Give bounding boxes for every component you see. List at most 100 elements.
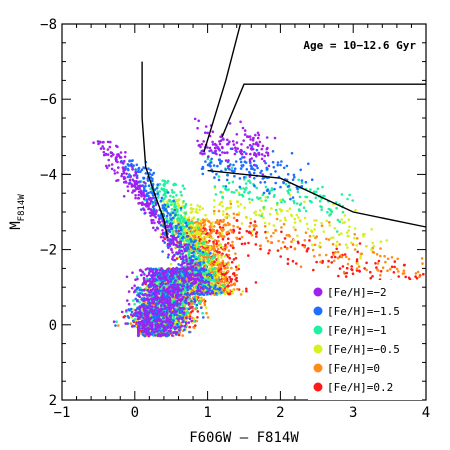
data-point bbox=[182, 200, 185, 203]
data-point bbox=[216, 247, 220, 251]
data-point bbox=[271, 150, 275, 153]
data-point bbox=[169, 279, 173, 282]
data-point bbox=[266, 196, 270, 199]
data-point bbox=[183, 328, 186, 332]
data-point bbox=[236, 287, 239, 291]
data-point bbox=[187, 218, 191, 222]
data-point bbox=[313, 223, 317, 227]
data-point bbox=[163, 182, 167, 185]
data-point bbox=[142, 189, 146, 192]
data-point bbox=[217, 178, 221, 182]
data-point bbox=[235, 279, 239, 283]
data-point bbox=[223, 262, 227, 265]
data-point bbox=[312, 234, 315, 238]
data-point bbox=[379, 270, 383, 273]
data-point bbox=[149, 176, 153, 179]
data-point bbox=[376, 262, 380, 265]
data-point bbox=[227, 167, 230, 170]
data-point bbox=[397, 275, 401, 278]
data-point bbox=[198, 205, 202, 209]
data-point bbox=[158, 215, 161, 219]
data-point bbox=[183, 290, 187, 293]
data-point bbox=[174, 271, 177, 274]
data-point bbox=[227, 164, 231, 168]
data-point bbox=[308, 239, 311, 242]
data-point bbox=[311, 243, 314, 247]
data-point bbox=[151, 173, 154, 177]
data-point bbox=[200, 267, 203, 270]
data-point bbox=[110, 163, 114, 166]
data-point bbox=[341, 265, 345, 268]
data-point bbox=[197, 242, 201, 245]
data-point bbox=[195, 319, 199, 323]
data-point bbox=[214, 193, 218, 196]
data-point bbox=[296, 190, 300, 194]
data-point bbox=[192, 250, 196, 254]
data-point bbox=[222, 185, 225, 188]
data-point bbox=[235, 219, 239, 222]
data-point bbox=[319, 260, 322, 264]
data-point bbox=[230, 166, 234, 170]
data-point bbox=[359, 254, 363, 258]
data-point bbox=[239, 157, 242, 161]
data-point bbox=[218, 203, 221, 206]
data-point bbox=[193, 317, 196, 321]
data-point bbox=[282, 181, 285, 185]
data-point bbox=[124, 165, 127, 169]
data-point bbox=[185, 283, 189, 286]
data-point bbox=[139, 170, 142, 173]
data-point bbox=[277, 239, 280, 243]
data-point bbox=[335, 206, 338, 210]
data-point bbox=[128, 159, 131, 163]
data-point bbox=[168, 200, 171, 203]
data-point bbox=[335, 240, 339, 244]
data-point bbox=[221, 259, 225, 263]
data-point bbox=[120, 174, 123, 178]
data-point bbox=[221, 205, 224, 208]
data-point bbox=[249, 221, 252, 225]
data-point bbox=[196, 220, 199, 224]
data-point bbox=[167, 307, 171, 311]
data-point bbox=[176, 213, 180, 217]
data-point bbox=[303, 239, 307, 242]
data-point bbox=[230, 278, 234, 281]
data-point bbox=[173, 205, 177, 209]
data-point bbox=[206, 157, 210, 161]
data-point bbox=[304, 231, 308, 234]
data-point bbox=[335, 244, 338, 247]
data-point bbox=[217, 235, 220, 239]
data-point bbox=[292, 173, 296, 177]
data-point bbox=[270, 207, 273, 210]
data-point bbox=[182, 271, 186, 275]
data-point bbox=[279, 246, 283, 250]
data-point bbox=[300, 179, 304, 182]
data-point bbox=[220, 228, 223, 231]
data-point bbox=[332, 259, 336, 263]
data-point bbox=[199, 222, 203, 225]
data-point bbox=[204, 229, 208, 232]
data-point bbox=[179, 214, 183, 217]
data-point bbox=[192, 227, 196, 230]
data-point bbox=[169, 213, 172, 216]
data-point bbox=[272, 224, 276, 227]
data-point bbox=[163, 179, 167, 183]
data-point bbox=[203, 223, 207, 226]
data-point bbox=[220, 254, 223, 257]
data-point bbox=[162, 187, 166, 191]
data-point bbox=[244, 188, 247, 192]
data-point bbox=[216, 275, 219, 279]
data-point bbox=[172, 199, 175, 203]
data-point bbox=[126, 167, 130, 171]
data-point bbox=[379, 247, 382, 250]
data-point bbox=[144, 317, 148, 321]
data-point bbox=[149, 290, 152, 294]
data-point bbox=[266, 239, 270, 243]
data-point bbox=[237, 267, 240, 271]
data-point bbox=[355, 267, 359, 271]
data-point bbox=[206, 163, 210, 167]
data-point bbox=[251, 229, 254, 233]
data-point bbox=[347, 229, 351, 232]
data-point bbox=[209, 234, 212, 237]
data-point bbox=[175, 199, 178, 202]
data-point bbox=[289, 197, 292, 201]
